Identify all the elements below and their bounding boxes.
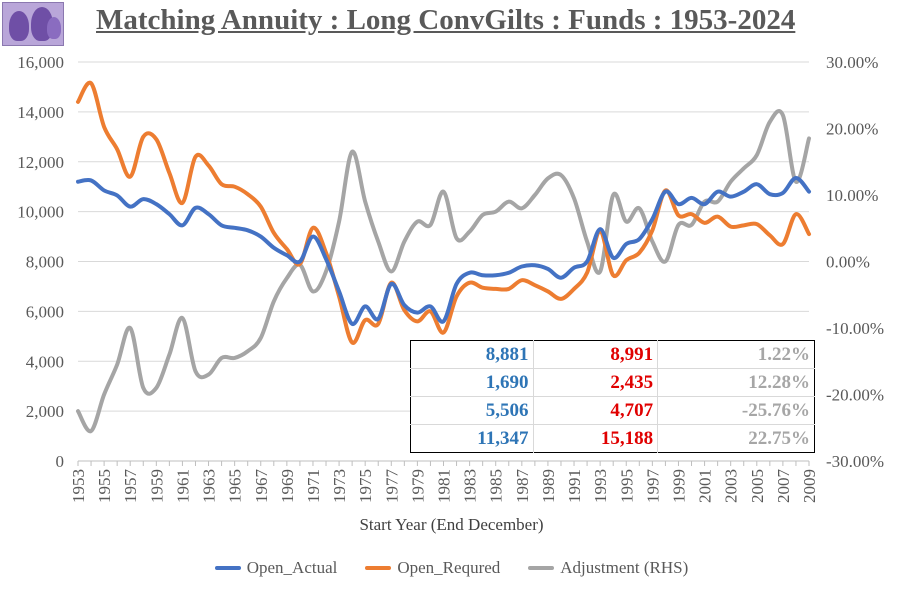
legend-label: Open_Requred	[397, 558, 501, 577]
legend-label: Adjustment (RHS)	[560, 558, 689, 577]
x-tick-label: 1961	[173, 469, 192, 503]
x-tick-label: 1971	[304, 469, 323, 503]
x-axis-title: Start Year (End December)	[359, 515, 544, 534]
table-cell-required: 8,991	[533, 340, 659, 369]
y-right-tick-label: 20.00%	[826, 120, 878, 139]
table-row: 1,690 2,435 12.28%	[410, 368, 815, 397]
table-cell-required: 15,188	[533, 424, 659, 453]
x-tick-label: 1955	[95, 469, 114, 503]
y-left-tick-label: 10,000	[17, 203, 64, 222]
table-cell-actual: 11,347	[410, 424, 534, 453]
legend-swatch-open-actual	[214, 566, 241, 570]
y-right-tick-label: 0.00%	[826, 253, 870, 272]
summary-table: 8,881 8,991 1.22% 1,690 2,435 12.28% 5,5…	[410, 340, 815, 453]
y-left-tick-label: 6,000	[26, 302, 64, 321]
x-tick-label: 1993	[591, 469, 610, 503]
logo-image	[2, 2, 64, 46]
chart-legend: Open_Actual Open_Requred Adjustment (RHS…	[0, 558, 903, 578]
legend-item-open-required: Open_Requred	[365, 558, 500, 578]
y-right-tick-label: 10.00%	[826, 186, 878, 205]
legend-swatch-adjustment	[528, 566, 555, 570]
legend-item-adjustment: Adjustment (RHS)	[528, 558, 688, 578]
x-tick-label: 2001	[696, 469, 715, 503]
table-row: 8,881 8,991 1.22%	[410, 340, 815, 369]
table-cell-actual: 5,506	[410, 396, 534, 425]
x-tick-label: 2009	[800, 469, 819, 503]
table-cell-actual: 8,881	[410, 340, 534, 369]
table-cell-adjustment: 1.22%	[657, 340, 815, 369]
series-line-open-actual	[76, 175, 811, 326]
x-tick-label: 1977	[382, 469, 401, 504]
x-tick-label: 1985	[487, 469, 506, 503]
x-tick-label: 1969	[278, 469, 297, 503]
legend-label: Open_Actual	[246, 558, 338, 577]
x-tick-label: 1997	[643, 469, 662, 504]
x-tick-label: 1995	[617, 469, 636, 503]
x-tick-label: 1979	[408, 469, 427, 503]
x-tick-label: 2007	[774, 469, 793, 504]
table-cell-adjustment: 22.75%	[748, 427, 810, 449]
legend-swatch-open-required	[365, 566, 392, 570]
x-tick-label: 2005	[748, 469, 767, 503]
y-left-tick-label: 12,000	[17, 153, 64, 172]
x-tick-label: 1965	[226, 469, 245, 503]
table-row: 11,347 15,188 22.75%	[410, 424, 815, 453]
series-line-open-requred	[76, 80, 811, 345]
y-left-tick-label: 8,000	[26, 253, 64, 272]
x-tick-label: 2003	[722, 469, 741, 503]
x-tick-label: 1987	[513, 469, 532, 504]
x-tick-label: 1989	[539, 469, 558, 503]
table-row: 5,506 4,707 -25.76%	[410, 396, 815, 425]
table-cell-adjustment: 12.28%	[657, 368, 815, 397]
series-line-adjustment-rhs	[76, 109, 811, 434]
x-tick-label: 1963	[200, 469, 219, 503]
y-right-tick-label: -30.00%	[826, 452, 884, 471]
chart-title: Matching Annuity : Long ConvGilts : Fund…	[96, 4, 796, 36]
table-cell-adjustment: -25.76%	[657, 396, 815, 425]
x-tick-label: 1967	[252, 469, 271, 504]
y-right-tick-label: -20.00%	[826, 386, 884, 405]
y-right-tick-label: -10.00%	[826, 319, 884, 338]
table-cell-required: 2,435	[533, 368, 659, 397]
y-left-tick-label: 4,000	[26, 352, 64, 371]
x-tick-label: 1981	[435, 469, 454, 503]
x-tick-label: 1959	[147, 469, 166, 503]
x-tick-label: 1973	[330, 469, 349, 503]
legend-item-open-actual: Open_Actual	[214, 558, 338, 578]
x-tick-label: 1957	[121, 469, 140, 504]
x-tick-label: 1991	[565, 469, 584, 503]
y-left-tick-label: 0	[56, 452, 65, 471]
y-left-tick-label: 14,000	[17, 103, 64, 122]
y-left-tick-label: 2,000	[26, 402, 64, 421]
x-tick-label: 1983	[461, 469, 480, 503]
x-tick-label: 1953	[69, 469, 88, 503]
table-cell-actual: 1,690	[410, 368, 534, 397]
x-tick-label: 1975	[356, 469, 375, 503]
x-tick-label: 1999	[669, 469, 688, 503]
y-right-tick-label: 30.00%	[826, 53, 878, 72]
y-left-tick-label: 16,000	[17, 53, 64, 72]
table-cell-required: 4,707	[533, 396, 659, 425]
